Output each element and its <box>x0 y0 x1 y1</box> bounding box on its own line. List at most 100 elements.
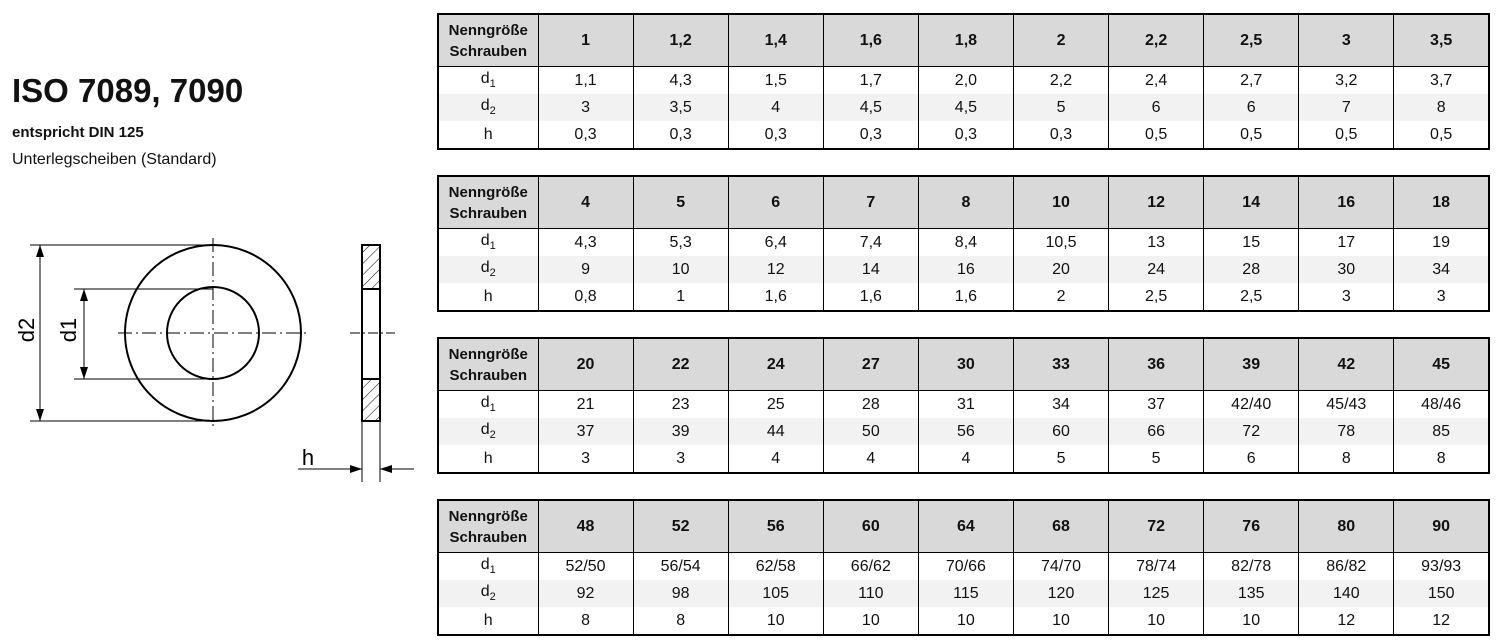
value-cell: 12 <box>727 256 824 283</box>
value-cell: 5 <box>1108 445 1204 473</box>
header-row: Nenngröße Schrauben 20 22 24 27 30 33 36 39 42 45 <box>437 338 1489 391</box>
size-cell: 80 <box>1298 500 1394 553</box>
value-cell: 4 <box>727 94 824 121</box>
size-cell: 30 <box>917 338 1014 391</box>
value-cell: 70/66 <box>917 552 1014 580</box>
value-cell: 2,5 <box>1108 283 1204 311</box>
value-cell: 135 <box>1203 580 1299 607</box>
size-cell: 42 <box>1298 338 1394 391</box>
row-label-text: d <box>480 421 490 439</box>
value-cell: 2 <box>1012 283 1109 311</box>
value-cell: 115 <box>917 580 1014 607</box>
value-cell: 5 <box>1012 445 1109 473</box>
data-row: d1 21 23 25 28 31 34 37 42/40 45/43 48/46 <box>437 390 1489 418</box>
row-label: h <box>437 607 538 635</box>
value-cell: 16 <box>917 256 1014 283</box>
value-cell: 3 <box>537 445 634 473</box>
size-cell: 24 <box>727 338 824 391</box>
value-cell: 5,3 <box>632 228 729 256</box>
size-cell: 56 <box>727 500 824 553</box>
value-cell: 31 <box>917 390 1014 418</box>
data-row: h 8 8 10 10 10 10 10 10 12 12 <box>437 607 1489 635</box>
corner-label: Nenngröße <box>448 183 528 201</box>
value-cell: 42/40 <box>1203 390 1299 418</box>
value-cell: 3,2 <box>1298 66 1394 94</box>
row-label-text: h <box>483 287 493 305</box>
value-cell: 105 <box>727 580 824 607</box>
value-cell: 8 <box>1393 445 1489 473</box>
corner-label: Schrauben <box>449 366 528 384</box>
value-cell: 3 <box>632 445 729 473</box>
value-cell: 0,3 <box>1012 121 1109 149</box>
corner-cell: Nenngröße Schrauben <box>437 338 538 391</box>
value-cell: 1,7 <box>822 66 919 94</box>
value-cell: 82/78 <box>1203 552 1299 580</box>
value-cell: 25 <box>727 390 824 418</box>
value-cell: 85 <box>1393 418 1489 445</box>
value-cell: 120 <box>1012 580 1109 607</box>
value-cell: 10 <box>727 607 824 635</box>
size-cell: 33 <box>1012 338 1109 391</box>
value-cell: 19 <box>1393 228 1489 256</box>
size-cell: 7 <box>822 176 919 229</box>
corner-cell: Nenngröße Schrauben <box>437 14 538 67</box>
value-cell: 4,3 <box>537 228 634 256</box>
value-cell: 44 <box>727 418 824 445</box>
row-label-sub: 2 <box>489 105 496 118</box>
value-cell: 1,6 <box>727 283 824 311</box>
value-cell: 8 <box>537 607 634 635</box>
row-label-sub: 1 <box>489 402 496 415</box>
dim-label: h <box>302 445 314 470</box>
size-table: Nenngröße Schrauben 20 22 24 27 30 33 36 39 42 45 d1… <box>437 337 1490 474</box>
value-cell: 28 <box>822 390 919 418</box>
row-label-sub: 2 <box>489 591 496 604</box>
size-cell: 2,2 <box>1108 14 1204 67</box>
data-row: d1 4,3 5,3 6,4 7,4 8,4 10,5 13 15 17 19 <box>437 228 1489 256</box>
corner-label: Schrauben <box>449 204 528 222</box>
value-cell: 6,4 <box>727 228 824 256</box>
value-cell: 14 <box>822 256 919 283</box>
value-cell: 93/93 <box>1393 552 1489 580</box>
row-label: h <box>437 283 538 311</box>
size-cell: 1 <box>537 14 634 67</box>
value-cell: 8,4 <box>917 228 1014 256</box>
row-label-text: h <box>483 125 493 143</box>
value-cell: 34 <box>1012 390 1109 418</box>
value-cell: 0,3 <box>822 121 919 149</box>
value-cell: 9 <box>537 256 634 283</box>
size-cell: 60 <box>822 500 919 553</box>
value-cell: 72 <box>1203 418 1299 445</box>
corner-label: Nenngröße <box>448 21 528 39</box>
size-cell: 18 <box>1393 176 1489 229</box>
title: ISO 7089, 7090 <box>12 72 244 109</box>
row-label: d1 <box>437 66 538 94</box>
value-cell: 0,3 <box>632 121 729 149</box>
data-row: d2 9 10 12 14 16 20 24 28 30 34 <box>437 256 1489 283</box>
value-cell: 10 <box>1108 607 1204 635</box>
value-cell: 4 <box>727 445 824 473</box>
value-cell: 125 <box>1108 580 1204 607</box>
value-cell: 66 <box>1108 418 1204 445</box>
value-cell: 17 <box>1298 228 1394 256</box>
value-cell: 34 <box>1393 256 1489 283</box>
data-row: h 0,3 0,3 0,3 0,3 0,3 0,3 0,5 0,5 0,5 0,5 <box>437 121 1489 149</box>
value-cell: 28 <box>1203 256 1299 283</box>
size-table: Nenngröße Schrauben 4 5 6 7 8 10 12 14 16 18 d1 4,3 5,… <box>437 175 1490 312</box>
value-cell: 10 <box>632 256 729 283</box>
row-label: d1 <box>437 390 538 418</box>
value-cell: 2,5 <box>1203 283 1299 311</box>
row-label-text: d <box>480 556 490 574</box>
size-cell: 22 <box>632 338 729 391</box>
size-cell: 72 <box>1108 500 1204 553</box>
size-cell: 14 <box>1203 176 1299 229</box>
value-cell: 2,2 <box>1012 66 1109 94</box>
size-cell: 20 <box>537 338 634 391</box>
value-cell: 24 <box>1108 256 1204 283</box>
value-cell: 0,5 <box>1298 121 1394 149</box>
value-cell: 0,8 <box>537 283 634 311</box>
value-cell: 23 <box>632 390 729 418</box>
data-row: d2 37 39 44 50 56 60 66 72 78 85 <box>437 418 1489 445</box>
size-cell: 1,2 <box>632 14 729 67</box>
size-cell: 45 <box>1393 338 1489 391</box>
